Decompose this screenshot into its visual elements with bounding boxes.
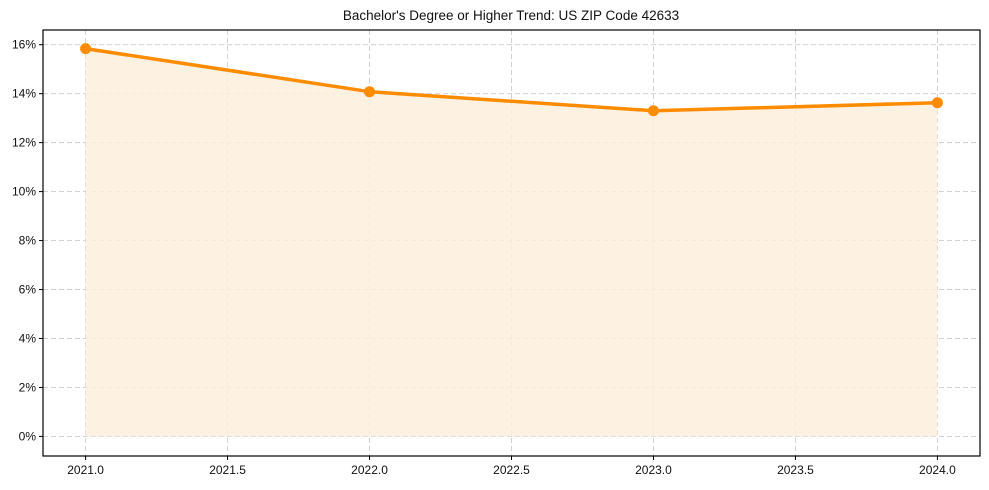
x-tick-label: 2023.0 <box>635 463 672 477</box>
y-tick-label: 8% <box>19 234 37 248</box>
y-tick-label: 4% <box>19 331 37 345</box>
series-line <box>83 46 940 113</box>
y-tick-label: 6% <box>19 283 37 297</box>
x-tick-label: 2024.0 <box>919 463 956 477</box>
x-tick-label: 2021.0 <box>67 463 104 477</box>
data-point-marker <box>80 43 92 55</box>
x-tick-label: 2023.5 <box>777 463 814 477</box>
y-tick-label: 10% <box>12 185 36 199</box>
y-axis: 0% 2% 4% 6% 8% 10% 12% 14% 16% <box>12 38 43 443</box>
area-fill <box>85 48 938 437</box>
y-tick-label: 2% <box>19 380 37 394</box>
y-tick-label: 0% <box>19 429 37 443</box>
data-point-marker <box>647 105 659 117</box>
data-point-marker <box>364 86 376 98</box>
y-tick-label: 14% <box>12 87 36 101</box>
y-tick-label: 12% <box>12 136 36 150</box>
x-axis: 2021.0 2021.5 2022.0 2022.5 2023.0 2023.5 2024… <box>67 456 956 477</box>
y-tick-label: 16% <box>12 38 36 52</box>
x-tick-label: 2022.5 <box>493 463 530 477</box>
x-tick-label: 2021.5 <box>209 463 246 477</box>
x-tick-label: 2022.0 <box>351 463 388 477</box>
chart-title: Bachelor's Degree or Higher Trend: US ZI… <box>342 8 680 23</box>
data-point-marker <box>931 97 943 109</box>
data-point-markers <box>80 43 943 117</box>
